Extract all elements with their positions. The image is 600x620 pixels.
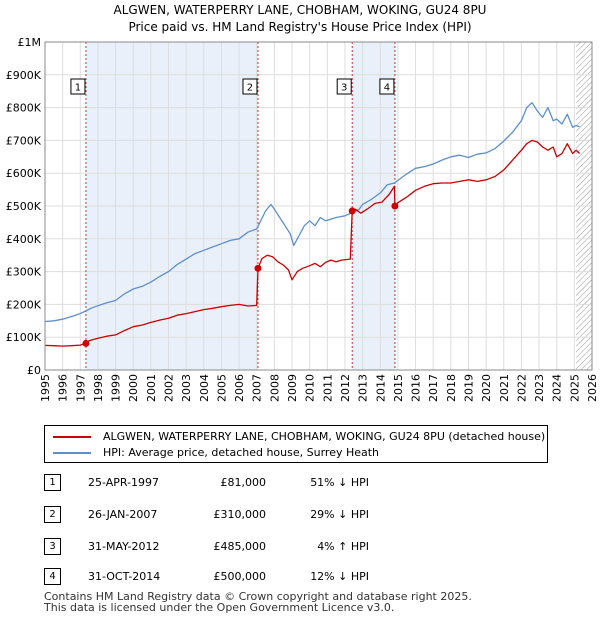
transaction-hpi-change: 4% ↑ HPI <box>317 540 369 553</box>
chart-title: ALGWEN, WATERPERRY LANE, CHOBHAM, WOKING… <box>0 2 600 36</box>
chart-title-line2: Price paid vs. HM Land Registry's House … <box>128 20 472 34</box>
x-tick-label: 2004 <box>198 374 211 402</box>
x-tick-label: 1997 <box>74 374 87 402</box>
y-tick-label: £800K <box>6 102 42 115</box>
x-tick-label: 2011 <box>321 374 334 402</box>
x-tick-label: 2003 <box>180 374 193 402</box>
sale-number-label: 3 <box>341 83 347 94</box>
footer: Contains HM Land Registry data © Crown c… <box>44 591 472 613</box>
y-tick-label: £100K <box>6 331 42 344</box>
y-tick-label: £400K <box>6 233 42 246</box>
y-tick-label: £300K <box>6 266 42 279</box>
x-tick-label: 2007 <box>251 374 264 402</box>
legend-swatch-hpi <box>53 452 91 454</box>
x-tick-label: 2002 <box>163 374 176 402</box>
x-tick-label: 2026 <box>586 374 599 402</box>
table-row: 2 26-JAN-2007 £310,000 29% ↓ HPI <box>44 505 384 525</box>
x-tick-label: 1995 <box>39 374 52 402</box>
x-tick-label: 2016 <box>410 374 423 402</box>
x-tick-label: 2006 <box>233 374 246 402</box>
footer-copyright: Contains HM Land Registry data © Crown c… <box>44 590 472 603</box>
y-tick-label: £200K <box>6 298 42 311</box>
x-tick-label: 1998 <box>92 374 105 402</box>
x-tick-label: 2008 <box>268 374 281 402</box>
sale-number-box <box>242 78 258 95</box>
x-tick-label: 2000 <box>127 374 140 402</box>
transaction-hpi-change: 29% ↓ HPI <box>310 508 369 521</box>
sale-point <box>391 202 399 210</box>
x-tick-label: 1996 <box>57 374 70 402</box>
transaction-date: 31-OCT-2014 <box>88 570 161 583</box>
x-tick-label: 2014 <box>374 374 387 402</box>
x-tick-label: 2010 <box>304 374 317 402</box>
x-tick-label: 2019 <box>462 374 475 402</box>
sale-number-box <box>379 78 395 95</box>
x-tick-label: 2018 <box>445 374 458 402</box>
x-tick-label: 2013 <box>357 374 370 402</box>
x-tick-label: 2001 <box>145 374 158 402</box>
x-tick-label: 2025 <box>568 374 581 402</box>
legend-swatch-property <box>53 436 91 438</box>
x-tick-label: 2022 <box>515 374 528 402</box>
sale-point <box>254 264 262 272</box>
sale-number-box <box>70 78 86 95</box>
x-tick-label: 2020 <box>480 374 493 402</box>
sale-number-label: 1 <box>75 83 81 94</box>
transaction-date: 25-APR-1997 <box>88 476 160 489</box>
price-chart: £0 £100K £200K £300K £400K £500K £600K £700K £80… <box>6 36 599 402</box>
sale-number-label: 4 <box>384 83 390 94</box>
transaction-number: 4 <box>44 568 61 585</box>
transaction-price: £500,000 <box>213 570 267 583</box>
transaction-hpi-change: 12% ↓ HPI <box>310 570 369 583</box>
legend-label-property: ALGWEN, WATERPERRY LANE, CHOBHAM, WOKING… <box>103 430 546 443</box>
x-tick-label: 2021 <box>498 374 511 402</box>
chart-title-line1: ALGWEN, WATERPERRY LANE, CHOBHAM, WOKING… <box>113 3 487 17</box>
x-tick-label: 2023 <box>533 374 546 402</box>
x-tick-label: 2009 <box>286 374 299 402</box>
y-tick-label: £600K <box>6 167 42 180</box>
property-series-line <box>44 139 581 347</box>
footer-license: This data is licensed under the Open Gov… <box>44 601 395 614</box>
table-row: 1 25-APR-1997 £81,000 51% ↓ HPI <box>44 473 384 493</box>
legend-label-hpi: HPI: Average price, detached house, Surr… <box>103 446 380 459</box>
transaction-number: 1 <box>44 474 61 491</box>
transaction-number: 3 <box>44 538 61 555</box>
y-tick-label: £0 <box>27 364 41 377</box>
transaction-date: 26-JAN-2007 <box>88 508 158 521</box>
transaction-price: £310,000 <box>213 508 267 521</box>
transaction-number: 2 <box>44 506 61 523</box>
table-row: 3 31-MAY-2012 £485,000 4% ↑ HPI <box>44 537 384 557</box>
x-tick-label: 2012 <box>339 374 352 402</box>
x-tick-label: 2017 <box>427 374 440 402</box>
table-row: 4 31-OCT-2014 £500,000 12% ↓ HPI <box>44 567 384 587</box>
y-tick-label: £700K <box>6 134 42 147</box>
x-tick-label: 2024 <box>551 374 564 402</box>
transaction-date: 31-MAY-2012 <box>88 540 160 553</box>
y-tick-label: £500K <box>6 200 42 213</box>
transaction-price: £81,000 <box>220 476 267 489</box>
hpi-series-line <box>44 102 580 323</box>
sale-point <box>348 207 356 215</box>
transaction-price: £485,000 <box>213 540 267 553</box>
transaction-hpi-change: 51% ↓ HPI <box>310 476 369 489</box>
x-tick-label: 2015 <box>392 374 405 402</box>
sale-number-label: 2 <box>247 83 253 94</box>
x-tick-label: 2005 <box>215 374 228 402</box>
plot-border <box>44 41 593 371</box>
sale-number-box <box>336 78 352 95</box>
y-tick-label: £900K <box>6 69 42 82</box>
sale-point <box>82 339 90 347</box>
y-tick-label: £1M <box>18 36 42 49</box>
legend: ALGWEN, WATERPERRY LANE, CHOBHAM, WOKING… <box>44 425 548 463</box>
x-tick-label: 1999 <box>110 374 123 402</box>
